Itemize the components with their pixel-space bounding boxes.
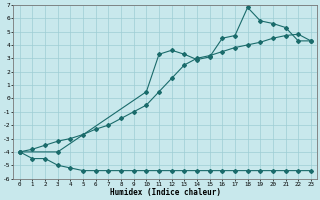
X-axis label: Humidex (Indice chaleur): Humidex (Indice chaleur) <box>110 188 221 197</box>
